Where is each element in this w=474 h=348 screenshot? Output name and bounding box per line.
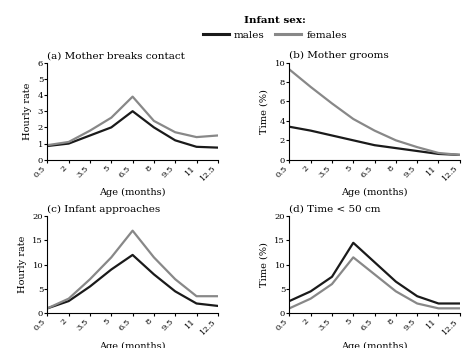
Y-axis label: Hourly rate: Hourly rate [18, 236, 27, 293]
X-axis label: Age (months): Age (months) [341, 188, 408, 197]
X-axis label: Age (months): Age (months) [100, 342, 166, 348]
Text: (d) Time < 50 cm: (d) Time < 50 cm [289, 205, 381, 214]
X-axis label: Age (months): Age (months) [100, 188, 166, 197]
Text: (c) Infant approaches: (c) Infant approaches [47, 205, 161, 214]
Text: (b) Mother grooms: (b) Mother grooms [289, 52, 389, 61]
Y-axis label: Time (%): Time (%) [260, 89, 269, 134]
Text: (a) Mother breaks contact: (a) Mother breaks contact [47, 52, 185, 61]
Legend: males, females: males, females [199, 12, 351, 44]
Y-axis label: Hourly rate: Hourly rate [23, 82, 32, 140]
Y-axis label: Time (%): Time (%) [260, 242, 269, 287]
X-axis label: Age (months): Age (months) [341, 342, 408, 348]
